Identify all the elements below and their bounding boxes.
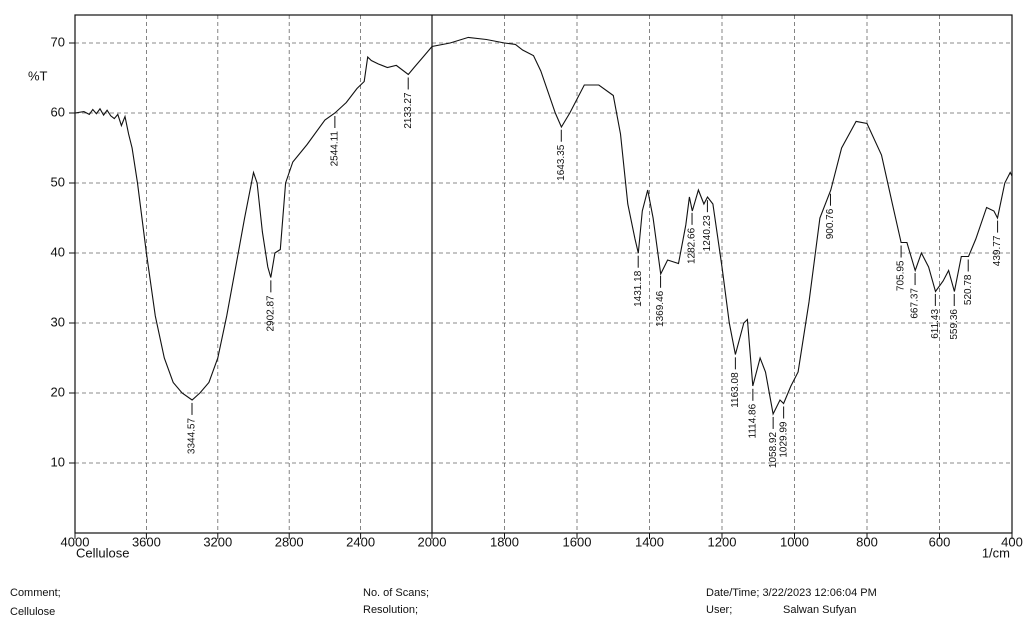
x-tick-label: 1400	[635, 534, 664, 549]
sample-name: Cellulose	[76, 545, 129, 560]
peak-label: 1029.99	[778, 421, 789, 458]
spectrum-line	[74, 36, 1013, 416]
x-tick-label: 2800	[275, 534, 304, 549]
x-axis-label: 1/cm	[982, 545, 1010, 560]
x-tick-label: 4000	[61, 534, 90, 549]
x-tick-label: 2000	[418, 534, 447, 549]
peak-label: 667.37	[910, 288, 921, 319]
y-tick-label: 50	[51, 174, 65, 189]
comment-label: Comment;	[10, 587, 61, 599]
peak-label: 1431.18	[633, 270, 644, 307]
peak-label: 439.77	[992, 235, 1003, 266]
peak-label: 559.36	[949, 309, 960, 340]
peak-label: 1369.46	[655, 290, 666, 327]
user-label: User;	[706, 604, 732, 616]
peak-label: 1282.66	[687, 227, 698, 264]
peak-label: 2133.27	[403, 92, 414, 129]
x-tick-label: 2400	[346, 534, 375, 549]
scans-label: No. of Scans;	[363, 587, 429, 599]
peak-label: 1058.92	[768, 432, 779, 469]
peak-label: 1163.08	[730, 372, 741, 408]
y-tick-label: 70	[51, 34, 65, 49]
comment: Cellulose	[10, 606, 55, 618]
peak-label: 2902.87	[265, 295, 276, 332]
x-tick-label: 800	[856, 534, 878, 549]
x-tick-label: 1800	[490, 534, 519, 549]
user: Salwan Sufyan	[783, 604, 856, 616]
x-tick-label: 1200	[708, 534, 737, 549]
y-tick-label: 10	[51, 454, 65, 469]
y-tick-label: 30	[51, 314, 65, 329]
y-tick-label: 20	[51, 384, 65, 399]
x-tick-label: 1000	[780, 534, 809, 549]
peak-label: 1114.86	[748, 403, 759, 438]
peak-label: 1643.35	[556, 144, 567, 181]
y-axis-label: %T	[28, 68, 48, 83]
y-tick-label: 60	[51, 104, 65, 119]
peak-label: 1240.23	[702, 215, 713, 252]
resolution-label: Resolution;	[363, 604, 418, 616]
datetime: Date/Time; 3/22/2023 12:06:04 PM	[706, 587, 877, 599]
peak-label: 900.76	[825, 208, 836, 239]
peak-label: 611.43	[930, 309, 941, 339]
y-tick-label: 40	[51, 244, 65, 259]
x-tick-label: 600	[929, 534, 951, 549]
x-tick-label: 1600	[563, 534, 592, 549]
plot-frame	[74, 14, 1013, 534]
peak-label: 2544.11	[330, 131, 341, 167]
x-tick-label: 3200	[203, 534, 232, 549]
peak-label: 3344.57	[187, 417, 198, 454]
x-tick-label: 3600	[132, 534, 161, 549]
peak-label: 520.78	[963, 274, 974, 305]
x-tick-label: 400	[1001, 534, 1023, 549]
peak-label: 705.95	[896, 260, 907, 291]
